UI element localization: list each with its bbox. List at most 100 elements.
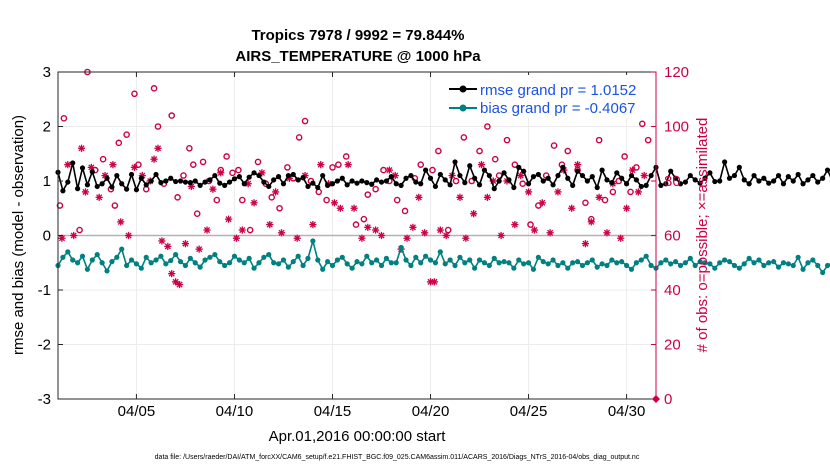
bias-point bbox=[432, 260, 439, 266]
rmse-point bbox=[717, 178, 723, 184]
rmse-point bbox=[104, 175, 110, 181]
bias-point bbox=[65, 249, 71, 255]
legend-rmse-swatch-marker bbox=[459, 85, 467, 93]
obs-assimilated-stroke bbox=[203, 226, 211, 234]
bias-point bbox=[339, 254, 345, 260]
rmse-point bbox=[79, 165, 86, 171]
footer-data-file: data file: /Users/raeder/DAI/ATM_forcXX/… bbox=[155, 454, 640, 461]
rmse-point bbox=[290, 171, 296, 178]
rmse-point bbox=[756, 178, 762, 184]
obs-assimilated-marker bbox=[109, 161, 117, 169]
bias-point bbox=[310, 238, 316, 244]
obs-possible-marker bbox=[115, 139, 123, 147]
bias-point bbox=[619, 259, 625, 265]
bias-point bbox=[413, 254, 419, 260]
obs-assimilated-marker bbox=[372, 226, 380, 234]
bias-point bbox=[398, 244, 404, 251]
obs-assimilated-stroke bbox=[309, 221, 316, 228]
bias-point bbox=[457, 254, 463, 260]
obs-assimilated-marker bbox=[150, 155, 158, 163]
obs-assimilated-stroke bbox=[131, 164, 138, 171]
rmse-point bbox=[70, 160, 76, 166]
obs-possible-marker bbox=[621, 153, 628, 160]
obs-possible-marker bbox=[174, 194, 181, 201]
bias-point bbox=[481, 260, 488, 266]
bias-point bbox=[305, 255, 311, 261]
y-tick-label: -2 bbox=[38, 337, 51, 354]
y2-tick-label: 0 bbox=[664, 391, 672, 408]
obs-possible-marker bbox=[199, 158, 207, 166]
y-tick-label: -1 bbox=[38, 282, 51, 299]
obs-assimilated-stroke bbox=[351, 205, 358, 212]
bias-point bbox=[403, 257, 409, 263]
y-tick-label: 1 bbox=[43, 173, 51, 190]
obs-assimilated-stroke bbox=[415, 194, 422, 201]
obs-assimilated-stroke bbox=[182, 240, 189, 247]
rmse-point bbox=[119, 181, 125, 187]
bias-point bbox=[285, 264, 291, 270]
y2-tick-label: 80 bbox=[664, 173, 681, 190]
obs-possible-marker bbox=[364, 191, 372, 198]
obs-possible-marker bbox=[154, 123, 162, 130]
obs-assimilated-stroke bbox=[431, 278, 438, 285]
rmse-point bbox=[736, 164, 742, 170]
x-axis: 04/05 04/10 04/15 04/20 04/25 04/30 bbox=[118, 72, 645, 420]
obs-assimilated-marker bbox=[470, 210, 478, 218]
bias-point bbox=[324, 259, 331, 265]
rmse-point bbox=[408, 172, 414, 179]
obs-possible-marker bbox=[123, 131, 130, 138]
rmse-point bbox=[761, 175, 767, 181]
rmse-point bbox=[153, 171, 159, 178]
bias-point bbox=[511, 265, 517, 271]
obs-assimilated-marker bbox=[568, 204, 576, 212]
rmse-point bbox=[266, 183, 272, 190]
obs-assimilated-stroke bbox=[168, 270, 175, 277]
rmse-point bbox=[673, 175, 679, 181]
obs-assimilated-stroke bbox=[233, 235, 240, 242]
bias-point bbox=[192, 260, 198, 266]
rmse-point bbox=[697, 180, 703, 186]
bias-point bbox=[746, 255, 752, 261]
bias-point bbox=[751, 260, 757, 266]
y-axis-right: 0 20 40 60 80 100 120 bbox=[651, 64, 689, 408]
rmse-point bbox=[378, 179, 385, 185]
obs-possible-marker bbox=[550, 142, 558, 149]
bias-point bbox=[197, 264, 203, 270]
obs-assimilated-marker bbox=[154, 144, 162, 152]
obs-possible-marker bbox=[417, 161, 425, 168]
rmse-point bbox=[403, 175, 409, 181]
rmse-point bbox=[525, 181, 532, 187]
rmse-point bbox=[741, 177, 747, 183]
rmse-point bbox=[692, 177, 698, 183]
rmse-point bbox=[751, 172, 757, 179]
bias-point bbox=[663, 257, 669, 263]
bias-point bbox=[501, 259, 507, 265]
bias-point bbox=[795, 254, 801, 260]
obs-assimilated-marker bbox=[462, 234, 470, 242]
obs-possible-marker bbox=[323, 196, 330, 204]
bias-point bbox=[545, 261, 551, 267]
rmse-point bbox=[344, 182, 350, 188]
obs-possible-marker bbox=[76, 226, 83, 234]
obs-assimilated-marker bbox=[517, 171, 525, 180]
rmse-point bbox=[462, 180, 468, 186]
obs-assimilated-marker bbox=[224, 215, 233, 223]
y2-tick-label: 120 bbox=[664, 64, 689, 81]
rmse-point bbox=[810, 172, 816, 179]
rmse-point bbox=[584, 178, 590, 184]
bias-point bbox=[315, 257, 321, 263]
obs-assimilated-stroke bbox=[286, 175, 293, 182]
rmse-point bbox=[339, 175, 345, 181]
bias-point bbox=[726, 259, 733, 265]
rmse-point bbox=[251, 170, 257, 176]
rmse-point bbox=[476, 182, 483, 188]
bias-point bbox=[574, 259, 581, 265]
bias-point bbox=[658, 260, 664, 266]
obs-assimilated-marker bbox=[456, 193, 464, 201]
bias-point bbox=[334, 257, 340, 263]
obs-assimilated-stroke bbox=[96, 194, 103, 201]
rmse-point bbox=[530, 174, 537, 180]
obs-possible-marker bbox=[189, 161, 197, 168]
rmse-point bbox=[84, 182, 91, 188]
rmse-point bbox=[824, 167, 830, 173]
